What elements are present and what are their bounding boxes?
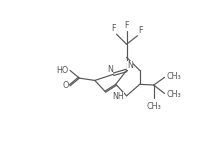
Text: F: F [111,24,116,33]
Text: N: N [107,65,113,73]
Text: CH₃: CH₃ [167,90,182,99]
Text: F: F [124,21,129,30]
Text: HO: HO [56,66,68,75]
Text: N: N [127,61,133,70]
Text: O: O [62,81,68,90]
Text: CH₃: CH₃ [146,102,161,111]
Text: F: F [138,26,143,35]
Text: NH: NH [112,92,124,101]
Text: CH₃: CH₃ [167,72,182,81]
